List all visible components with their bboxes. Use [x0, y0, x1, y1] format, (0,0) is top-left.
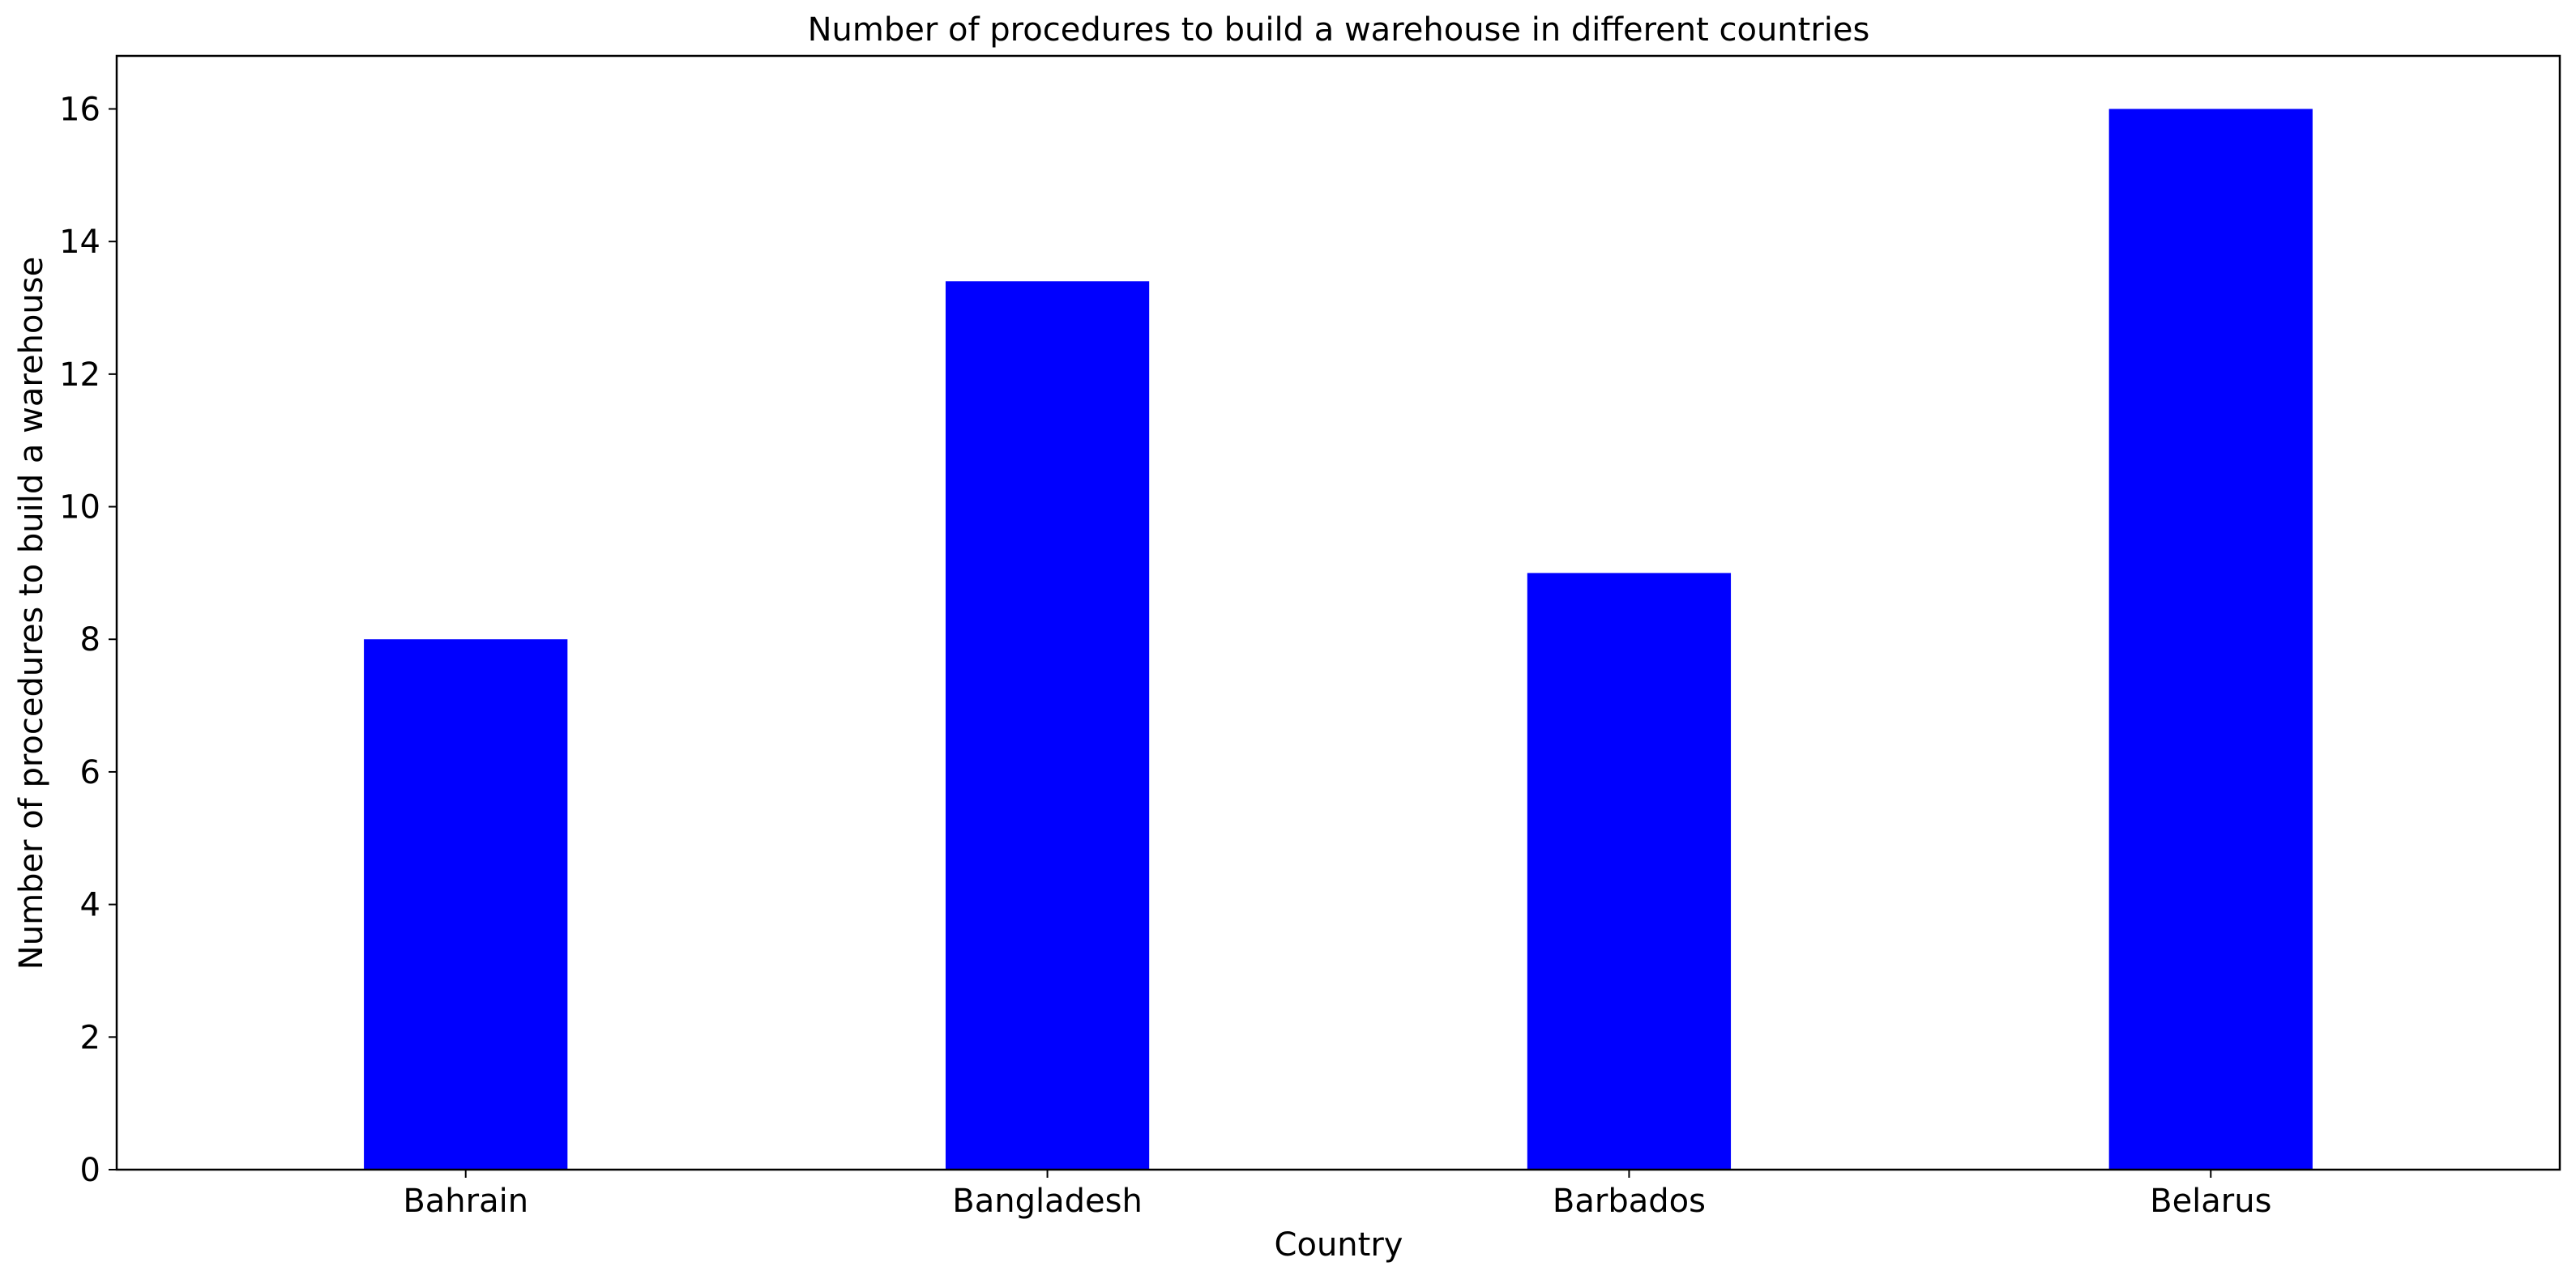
bar-barbados [1527, 573, 1732, 1170]
plot-frame [115, 54, 2561, 1171]
y-tick-label: 16 [59, 91, 100, 128]
y-tick-label: 4 [80, 887, 100, 924]
bar-bahrain [364, 639, 568, 1170]
x-tick-label: Barbados [1553, 1183, 1706, 1220]
y-tick-label: 8 [80, 621, 100, 659]
y-tick-label: 0 [80, 1152, 100, 1189]
ticks-layer: Bahrain Bangladesh Barbados Belarus 0 2 4 6 8 10 1… [59, 91, 2271, 1220]
x-tick-label: Bahrain [403, 1183, 528, 1220]
bar-belarus [2108, 109, 2313, 1170]
chart-title: Number of procedures to build a warehous… [808, 11, 1870, 49]
y-tick-label: 6 [80, 754, 100, 791]
x-tick-label: Bangladesh [952, 1183, 1143, 1220]
bar-bangladesh [945, 281, 1150, 1170]
y-tick-label: 14 [59, 224, 100, 261]
bars-layer [364, 109, 2313, 1170]
x-axis-label: Country [1275, 1226, 1403, 1264]
y-tick-label: 10 [59, 489, 100, 527]
y-tick-label: 12 [59, 356, 100, 394]
x-tick-label: Belarus [2150, 1183, 2271, 1220]
y-axis-label: Number of procedures to build a warehous… [13, 257, 50, 970]
y-tick-label: 2 [80, 1019, 100, 1056]
